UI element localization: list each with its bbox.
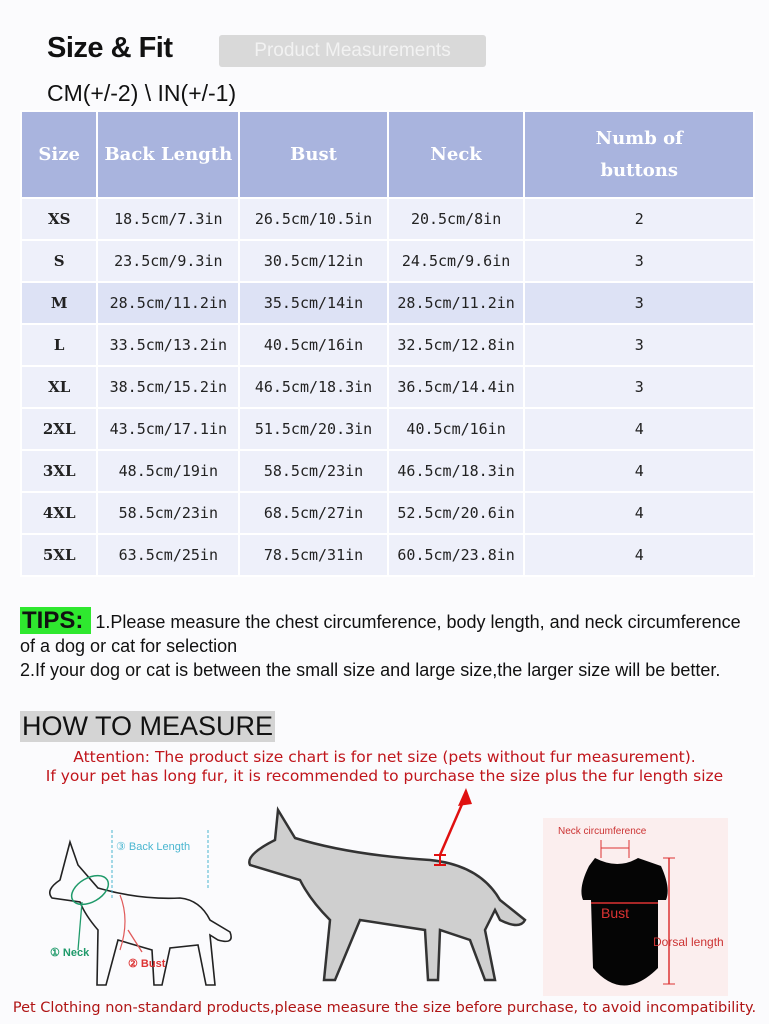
table-cell: 4	[523, 449, 755, 493]
column-header: Numb of buttons	[523, 110, 755, 199]
back-length-label: ③ Back Length	[116, 841, 190, 853]
table-cell: 46.5cm/18.3in	[238, 365, 389, 409]
table-cell: 58.5cm/23in	[238, 449, 389, 493]
page-title: Size & Fit	[47, 32, 173, 64]
table-cell: 32.5cm/12.8in	[386, 323, 526, 367]
table-cell: S	[19, 239, 99, 283]
table-cell: 28.5cm/11.2in	[386, 281, 526, 325]
units-label: CM(+/-2) \ IN(+/-1)	[47, 80, 237, 106]
table-cell: 46.5cm/18.3in	[386, 449, 526, 493]
table-cell: 51.5cm/20.3in	[238, 407, 389, 451]
table-row: 2XL 43.5cm/17.1in 51.5cm/20.3in 40.5cm/16in…	[19, 407, 755, 451]
footer-note: Pet Clothing non-standard products,pleas…	[12, 1000, 757, 1016]
table-cell: 68.5cm/27in	[238, 491, 389, 535]
table-cell: XS	[19, 197, 99, 241]
table-cell: 52.5cm/20.6in	[386, 491, 526, 535]
bust-label: ② Bust	[128, 958, 166, 970]
how-to-measure-heading: HOW TO MEASURE	[20, 711, 276, 742]
tips-label: TIPS:	[20, 607, 92, 634]
table-cell: 38.5cm/15.2in	[96, 365, 241, 409]
dog-measure-diagram: ③ Back Length ① Neck ② Bust	[49, 830, 232, 986]
tip-2: 2.If your dog or cat is between the smal…	[20, 660, 721, 680]
column-header: Size	[19, 110, 99, 199]
table-cell: 4	[523, 533, 755, 577]
garment-diagram: Neck circumference Bust Dorsal length	[543, 818, 728, 996]
table-cell: 20.5cm/8in	[386, 197, 526, 241]
table-cell: 33.5cm/13.2in	[96, 323, 241, 367]
table-cell: 18.5cm/7.3in	[96, 197, 241, 241]
neck-label: ① Neck	[50, 947, 90, 959]
table-cell: 3	[523, 281, 755, 325]
table-cell: 40.5cm/16in	[238, 323, 389, 367]
table-cell: 48.5cm/19in	[96, 449, 241, 493]
table-cell: 2XL	[19, 407, 99, 451]
table-cell: 4	[523, 491, 755, 535]
table-cell: 63.5cm/25in	[96, 533, 241, 577]
table-cell: 4XL	[19, 491, 99, 535]
product-measurements-tab: Product Measurements	[219, 35, 486, 67]
table-cell: 60.5cm/23.8in	[386, 533, 526, 577]
table-cell: 58.5cm/23in	[96, 491, 241, 535]
table-cell: 30.5cm/12in	[238, 239, 389, 283]
column-header: Back Length	[96, 110, 241, 199]
table-row: XL 38.5cm/15.2in 46.5cm/18.3in 36.5cm/14.4i…	[19, 365, 755, 409]
column-header: Neck	[386, 110, 526, 199]
table-cell: XL	[19, 365, 99, 409]
garment-bust-label: Bust	[601, 905, 629, 921]
attention-note-1: Attention: The product size chart is for…	[73, 748, 696, 766]
table-cell: 28.5cm/11.2in	[96, 281, 241, 325]
table-cell: 3	[523, 365, 755, 409]
table-cell: 4	[523, 407, 755, 451]
table-cell: 3	[523, 239, 755, 283]
table-cell: 35.5cm/14in	[238, 281, 389, 325]
table-cell: 36.5cm/14.4in	[386, 365, 526, 409]
table-row: 3XL 48.5cm/19in 58.5cm/23in 46.5cm/18.3in 4	[19, 449, 755, 493]
attention-note-2: If your pet has long fur, it is recommen…	[45, 767, 724, 785]
table-cell: 78.5cm/31in	[238, 533, 389, 577]
table-cell: 24.5cm/9.6in	[386, 239, 526, 283]
table-cell: 3	[523, 323, 755, 367]
furry-dog-diagram	[248, 788, 527, 982]
tips-section: TIPS: 1.Please measure the chest circumfe…	[20, 607, 750, 682]
column-header: Bust	[238, 110, 389, 199]
dorsal-length-label: Dorsal length	[653, 935, 724, 949]
table-row: XS 18.5cm/7.3in 26.5cm/10.5in 20.5cm/8in 2	[19, 197, 755, 241]
table-row: 4XL 58.5cm/23in 68.5cm/27in 52.5cm/20.6in 4	[19, 491, 755, 535]
table-cell: L	[19, 323, 99, 367]
table-row: 5XL 63.5cm/25in 78.5cm/31in 60.5cm/23.8in 4	[19, 533, 755, 577]
table-row: L 33.5cm/13.2in 40.5cm/16in 32.5cm/12.8in 3	[19, 323, 755, 367]
neck-circumference-label: Neck circumference	[558, 826, 647, 837]
tip-1: 1.Please measure the chest circumference…	[20, 612, 741, 656]
size-table: Size Back Length Bust Neck Numb of buttons X…	[19, 110, 755, 577]
table-cell: 43.5cm/17.1in	[96, 407, 241, 451]
table-cell: 5XL	[19, 533, 99, 577]
table-cell: 23.5cm/9.3in	[96, 239, 241, 283]
table-cell: 3XL	[19, 449, 99, 493]
table-cell: 2	[523, 197, 755, 241]
table-cell: M	[19, 281, 99, 325]
table-row: M 28.5cm/11.2in 35.5cm/14in 28.5cm/11.2in 3	[19, 281, 755, 325]
table-cell: 40.5cm/16in	[386, 407, 526, 451]
table-row: S 23.5cm/9.3in 30.5cm/12in 24.5cm/9.6in 3	[19, 239, 755, 283]
table-cell: 26.5cm/10.5in	[238, 197, 389, 241]
